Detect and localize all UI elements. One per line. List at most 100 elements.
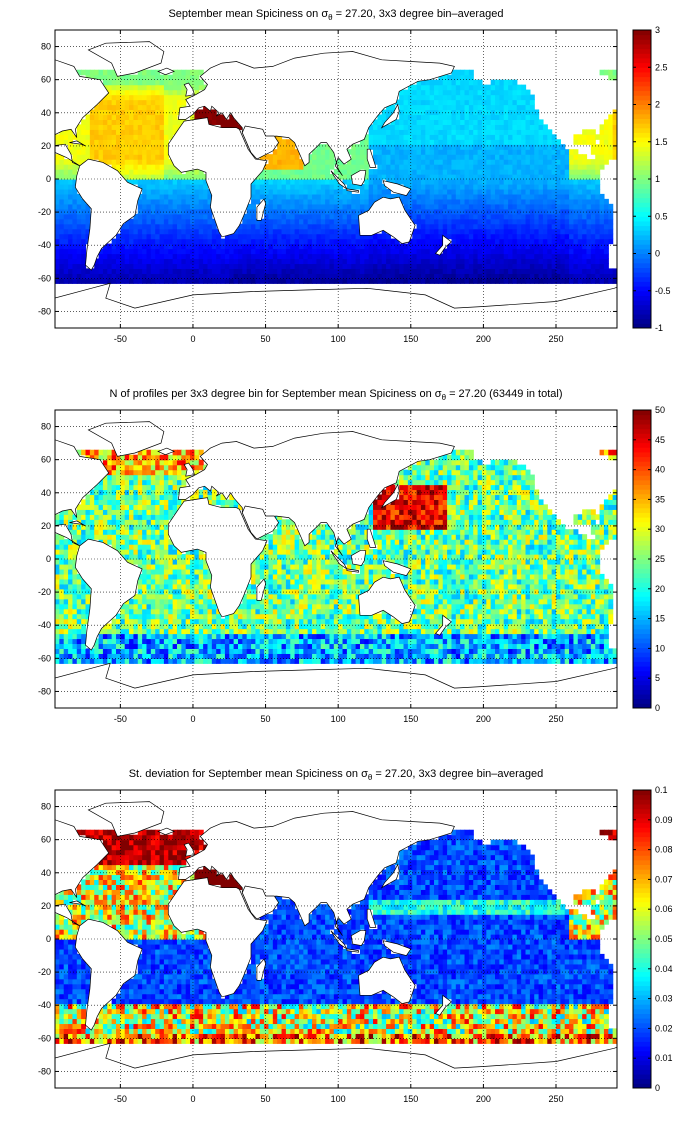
heatmap-cell xyxy=(442,134,448,140)
heatmap-cell xyxy=(102,248,108,255)
heatmap-cell xyxy=(272,648,278,654)
heatmap-cell xyxy=(211,263,217,269)
heatmap-cell xyxy=(407,208,413,215)
heatmap-cell xyxy=(190,258,196,265)
heatmap-cell xyxy=(373,159,378,165)
heatmap-cell xyxy=(85,268,91,274)
heatmap-cell xyxy=(264,238,270,245)
heatmap-cell xyxy=(590,174,596,180)
heatmap-cell xyxy=(525,144,531,150)
heatmap-cell xyxy=(281,658,287,664)
heatmap-cell xyxy=(59,193,65,200)
heatmap-cell xyxy=(412,278,418,284)
heatmap-cell xyxy=(333,238,339,245)
heatmap-cell xyxy=(412,248,418,255)
heatmap-cell xyxy=(499,648,505,654)
heatmap-cell xyxy=(272,223,278,230)
colorbar-swatch xyxy=(633,169,651,175)
heatmap-cell xyxy=(55,188,60,195)
heatmap-cell xyxy=(416,263,422,269)
heatmap-cell xyxy=(272,179,278,185)
heatmap-cell xyxy=(503,263,509,269)
heatmap-cell xyxy=(481,89,487,96)
heatmap-cell xyxy=(85,658,91,664)
heatmap-cell xyxy=(150,144,156,150)
heatmap-cell xyxy=(285,278,291,284)
heatmap-cell xyxy=(451,233,457,240)
heatmap-cell xyxy=(220,238,226,245)
heatmap-cell xyxy=(320,268,326,274)
heatmap-cell xyxy=(468,243,474,250)
heatmap-cell xyxy=(264,253,270,260)
heatmap-cell xyxy=(68,268,74,274)
colorbar-swatch xyxy=(633,248,651,254)
heatmap-cell xyxy=(577,159,583,165)
heatmap-cell xyxy=(150,208,156,215)
heatmap-cell xyxy=(163,218,169,225)
heatmap-cell xyxy=(272,658,278,664)
heatmap-cell xyxy=(416,198,422,205)
heatmap-cell xyxy=(142,658,148,664)
heatmap-cell xyxy=(72,263,78,269)
heatmap-cell xyxy=(294,149,300,155)
heatmap-cell xyxy=(495,218,500,225)
heatmap-cell xyxy=(586,208,592,215)
y-tick-label: -80 xyxy=(38,306,51,316)
heatmap-cell xyxy=(142,188,148,195)
heatmap-cell xyxy=(277,243,283,250)
coastline xyxy=(183,82,195,97)
heatmap-cell xyxy=(434,114,439,120)
heatmap-cell xyxy=(338,174,344,180)
heatmap-cell xyxy=(281,144,287,150)
heatmap-cell xyxy=(298,159,304,165)
heatmap-cell xyxy=(412,164,418,170)
heatmap-cell xyxy=(508,243,514,250)
heatmap-cell xyxy=(521,169,527,175)
heatmap-cell xyxy=(277,139,283,145)
heatmap-cell xyxy=(150,109,156,116)
heatmap-cell xyxy=(434,263,439,269)
heatmap-cell xyxy=(538,238,544,245)
heatmap-cell xyxy=(176,124,182,130)
heatmap-cell xyxy=(355,258,361,265)
heatmap-cell xyxy=(429,149,435,155)
heatmap-cell xyxy=(142,124,148,130)
heatmap-cell xyxy=(521,643,527,649)
colorbar-tick-label: 1 xyxy=(655,174,660,184)
heatmap-cell xyxy=(525,213,531,220)
heatmap-cell xyxy=(420,258,426,265)
heatmap-cell xyxy=(198,648,204,654)
heatmap-cell xyxy=(564,643,570,649)
heatmap-cell xyxy=(451,638,457,645)
heatmap-cell xyxy=(399,124,405,130)
heatmap-cell xyxy=(434,79,439,86)
heatmap-cell xyxy=(560,154,566,160)
heatmap-cell xyxy=(495,124,500,130)
heatmap-cell xyxy=(464,144,470,150)
heatmap-cell xyxy=(412,233,418,240)
heatmap-cell xyxy=(534,124,540,130)
heatmap-cell xyxy=(477,628,483,635)
heatmap-cell xyxy=(316,154,322,160)
heatmap-cell xyxy=(529,268,535,274)
heatmap-cell xyxy=(460,79,466,86)
heatmap-cell xyxy=(542,248,548,255)
heatmap-cell xyxy=(155,169,161,175)
heatmap-cell xyxy=(172,119,178,125)
heatmap-cell xyxy=(573,203,579,210)
heatmap-cell xyxy=(172,208,178,215)
heatmap-cell xyxy=(551,628,557,635)
heatmap-cell xyxy=(55,638,60,645)
heatmap-cell xyxy=(142,623,148,630)
heatmap-cell xyxy=(316,149,322,155)
colorbar-swatch xyxy=(633,179,651,185)
heatmap-cell xyxy=(429,653,435,659)
heatmap-cell xyxy=(285,154,291,160)
heatmap-cell xyxy=(551,238,557,245)
heatmap-cell xyxy=(63,169,69,175)
heatmap-cell xyxy=(521,273,527,279)
heatmap-cell xyxy=(285,258,291,265)
heatmap-cell xyxy=(416,638,422,645)
heatmap-cell xyxy=(490,653,496,659)
heatmap-cell xyxy=(137,633,143,640)
